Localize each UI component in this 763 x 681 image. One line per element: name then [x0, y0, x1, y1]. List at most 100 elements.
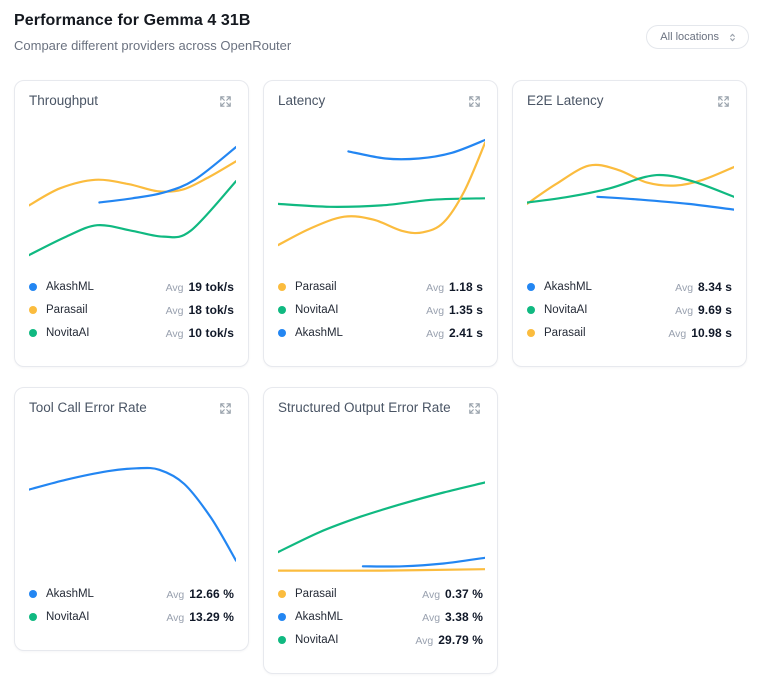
legend-provider: AkashML	[29, 588, 94, 600]
chart-card: Tool Call Error Rate AkashML Avg 12.66 %	[14, 387, 249, 651]
chart-legend: AkashML Avg 19 tok/s Parasail Avg 18 tok…	[29, 275, 234, 354]
location-filter-value: All locations	[660, 31, 719, 43]
legend-average: Avg 18 tok/s	[166, 303, 234, 317]
avg-label: Avg	[426, 281, 445, 294]
location-filter-dropdown[interactable]: All locations	[646, 25, 749, 49]
legend-average: Avg 13.29 %	[166, 610, 234, 624]
expand-chart-button[interactable]	[466, 93, 483, 110]
series-line-parasail	[29, 160, 236, 207]
legend-row: AkashML Avg 8.34 s	[527, 275, 732, 298]
line-chart	[29, 466, 236, 562]
line-chart	[278, 481, 485, 572]
series-line-akashml	[596, 195, 734, 211]
legend-provider: NovitaAI	[278, 304, 338, 316]
avg-value: 1.35 s	[449, 302, 483, 317]
legend-provider: Parasail	[29, 304, 88, 316]
avg-value: 9.69 s	[698, 302, 732, 317]
avg-value: 19 tok/s	[188, 279, 234, 294]
series-line-parasail	[527, 163, 734, 205]
series-line-parasail	[278, 568, 485, 572]
chart-card-header: Tool Call Error Rate	[29, 400, 234, 422]
legend-row: AkashML Avg 12.66 %	[29, 582, 234, 605]
series-line-akashml	[29, 466, 236, 562]
chart-card: Throughput AkashML Avg 19 tok/s Para	[14, 80, 249, 367]
legend-average: Avg 1.18 s	[426, 280, 483, 294]
chart-card: Latency Parasail Avg 1.18 s NovitaAI	[263, 80, 498, 367]
chart-legend: AkashML Avg 8.34 s NovitaAI Avg 9.69 s P…	[527, 275, 732, 354]
expand-icon	[469, 403, 480, 414]
legend-row: NovitaAI Avg 29.79 %	[278, 628, 483, 651]
provider-name: Parasail	[295, 587, 337, 600]
provider-name: NovitaAI	[46, 610, 90, 623]
legend-average: Avg 19 tok/s	[166, 280, 234, 294]
series-color-dot	[278, 589, 286, 598]
expand-chart-button[interactable]	[217, 400, 234, 417]
legend-provider: AkashML	[29, 281, 94, 293]
legend-average: Avg 9.69 s	[675, 303, 732, 317]
series-color-dot	[278, 635, 286, 644]
series-color-dot	[29, 589, 37, 598]
expand-chart-button[interactable]	[715, 93, 732, 110]
chart-title: Tool Call Error Rate	[29, 400, 147, 415]
expand-icon	[718, 96, 729, 107]
chart-card-header: Latency	[278, 93, 483, 115]
avg-label: Avg	[668, 327, 687, 340]
legend-row: Parasail Avg 10.98 s	[527, 321, 732, 344]
legend-provider: NovitaAI	[278, 634, 338, 646]
provider-name: Parasail	[46, 303, 88, 316]
legend-average: Avg 12.66 %	[166, 587, 234, 601]
series-color-dot	[527, 282, 535, 291]
legend-provider: NovitaAI	[29, 327, 89, 339]
avg-value: 13.29 %	[189, 609, 234, 624]
series-color-dot	[278, 328, 286, 337]
avg-value: 0.37 %	[445, 586, 483, 601]
series-color-dot	[527, 328, 535, 337]
chart-title: Structured Output Error Rate	[278, 400, 451, 415]
legend-provider: Parasail	[527, 327, 586, 339]
legend-provider: NovitaAI	[527, 304, 587, 316]
legend-average: Avg 3.38 %	[422, 610, 483, 624]
avg-label: Avg	[426, 304, 445, 317]
provider-name: AkashML	[46, 587, 94, 600]
avg-label: Avg	[415, 634, 434, 647]
series-line-parasail	[278, 141, 485, 247]
avg-label: Avg	[675, 304, 694, 317]
chart-legend: AkashML Avg 12.66 % NovitaAI Avg 13.29 %	[29, 582, 234, 638]
avg-value: 18 tok/s	[188, 302, 234, 317]
series-color-dot	[29, 612, 37, 621]
series-line-novitaai	[29, 180, 236, 257]
provider-name: Parasail	[544, 326, 586, 339]
chart-title: Throughput	[29, 93, 99, 108]
legend-row: NovitaAI Avg 13.29 %	[29, 605, 234, 628]
legend-provider: Parasail	[278, 281, 337, 293]
series-line-akashml	[98, 146, 236, 204]
series-line-novitaai	[527, 173, 734, 204]
avg-value: 3.38 %	[445, 609, 483, 624]
legend-provider: NovitaAI	[29, 611, 89, 623]
legend-average: Avg 0.37 %	[422, 587, 483, 601]
expand-chart-button[interactable]	[466, 400, 483, 417]
avg-label: Avg	[422, 611, 441, 624]
avg-label: Avg	[166, 611, 185, 624]
series-line-novitaai	[278, 197, 485, 208]
legend-row: AkashML Avg 19 tok/s	[29, 275, 234, 298]
page-subtitle: Compare different providers across OpenR…	[14, 38, 292, 53]
avg-value: 10 tok/s	[188, 325, 234, 340]
expand-chart-button[interactable]	[217, 93, 234, 110]
charts-grid: Throughput AkashML Avg 19 tok/s Para	[14, 80, 749, 674]
chart-legend: Parasail Avg 0.37 % AkashML Avg 3.38 % N…	[278, 582, 483, 661]
chart-card-header: Throughput	[29, 93, 234, 115]
legend-average: Avg 10.98 s	[668, 326, 732, 340]
line-chart	[278, 138, 485, 247]
expand-icon	[220, 96, 231, 107]
series-line-akashml	[361, 556, 485, 568]
series-line-akashml	[347, 138, 485, 161]
chart-card-header: Structured Output Error Rate	[278, 400, 483, 422]
series-color-dot	[29, 305, 37, 314]
legend-average: Avg 1.35 s	[426, 303, 483, 317]
line-chart	[29, 146, 236, 257]
legend-average: Avg 10 tok/s	[166, 326, 234, 340]
provider-name: NovitaAI	[46, 326, 90, 339]
chart-card-header: E2E Latency	[527, 93, 732, 115]
